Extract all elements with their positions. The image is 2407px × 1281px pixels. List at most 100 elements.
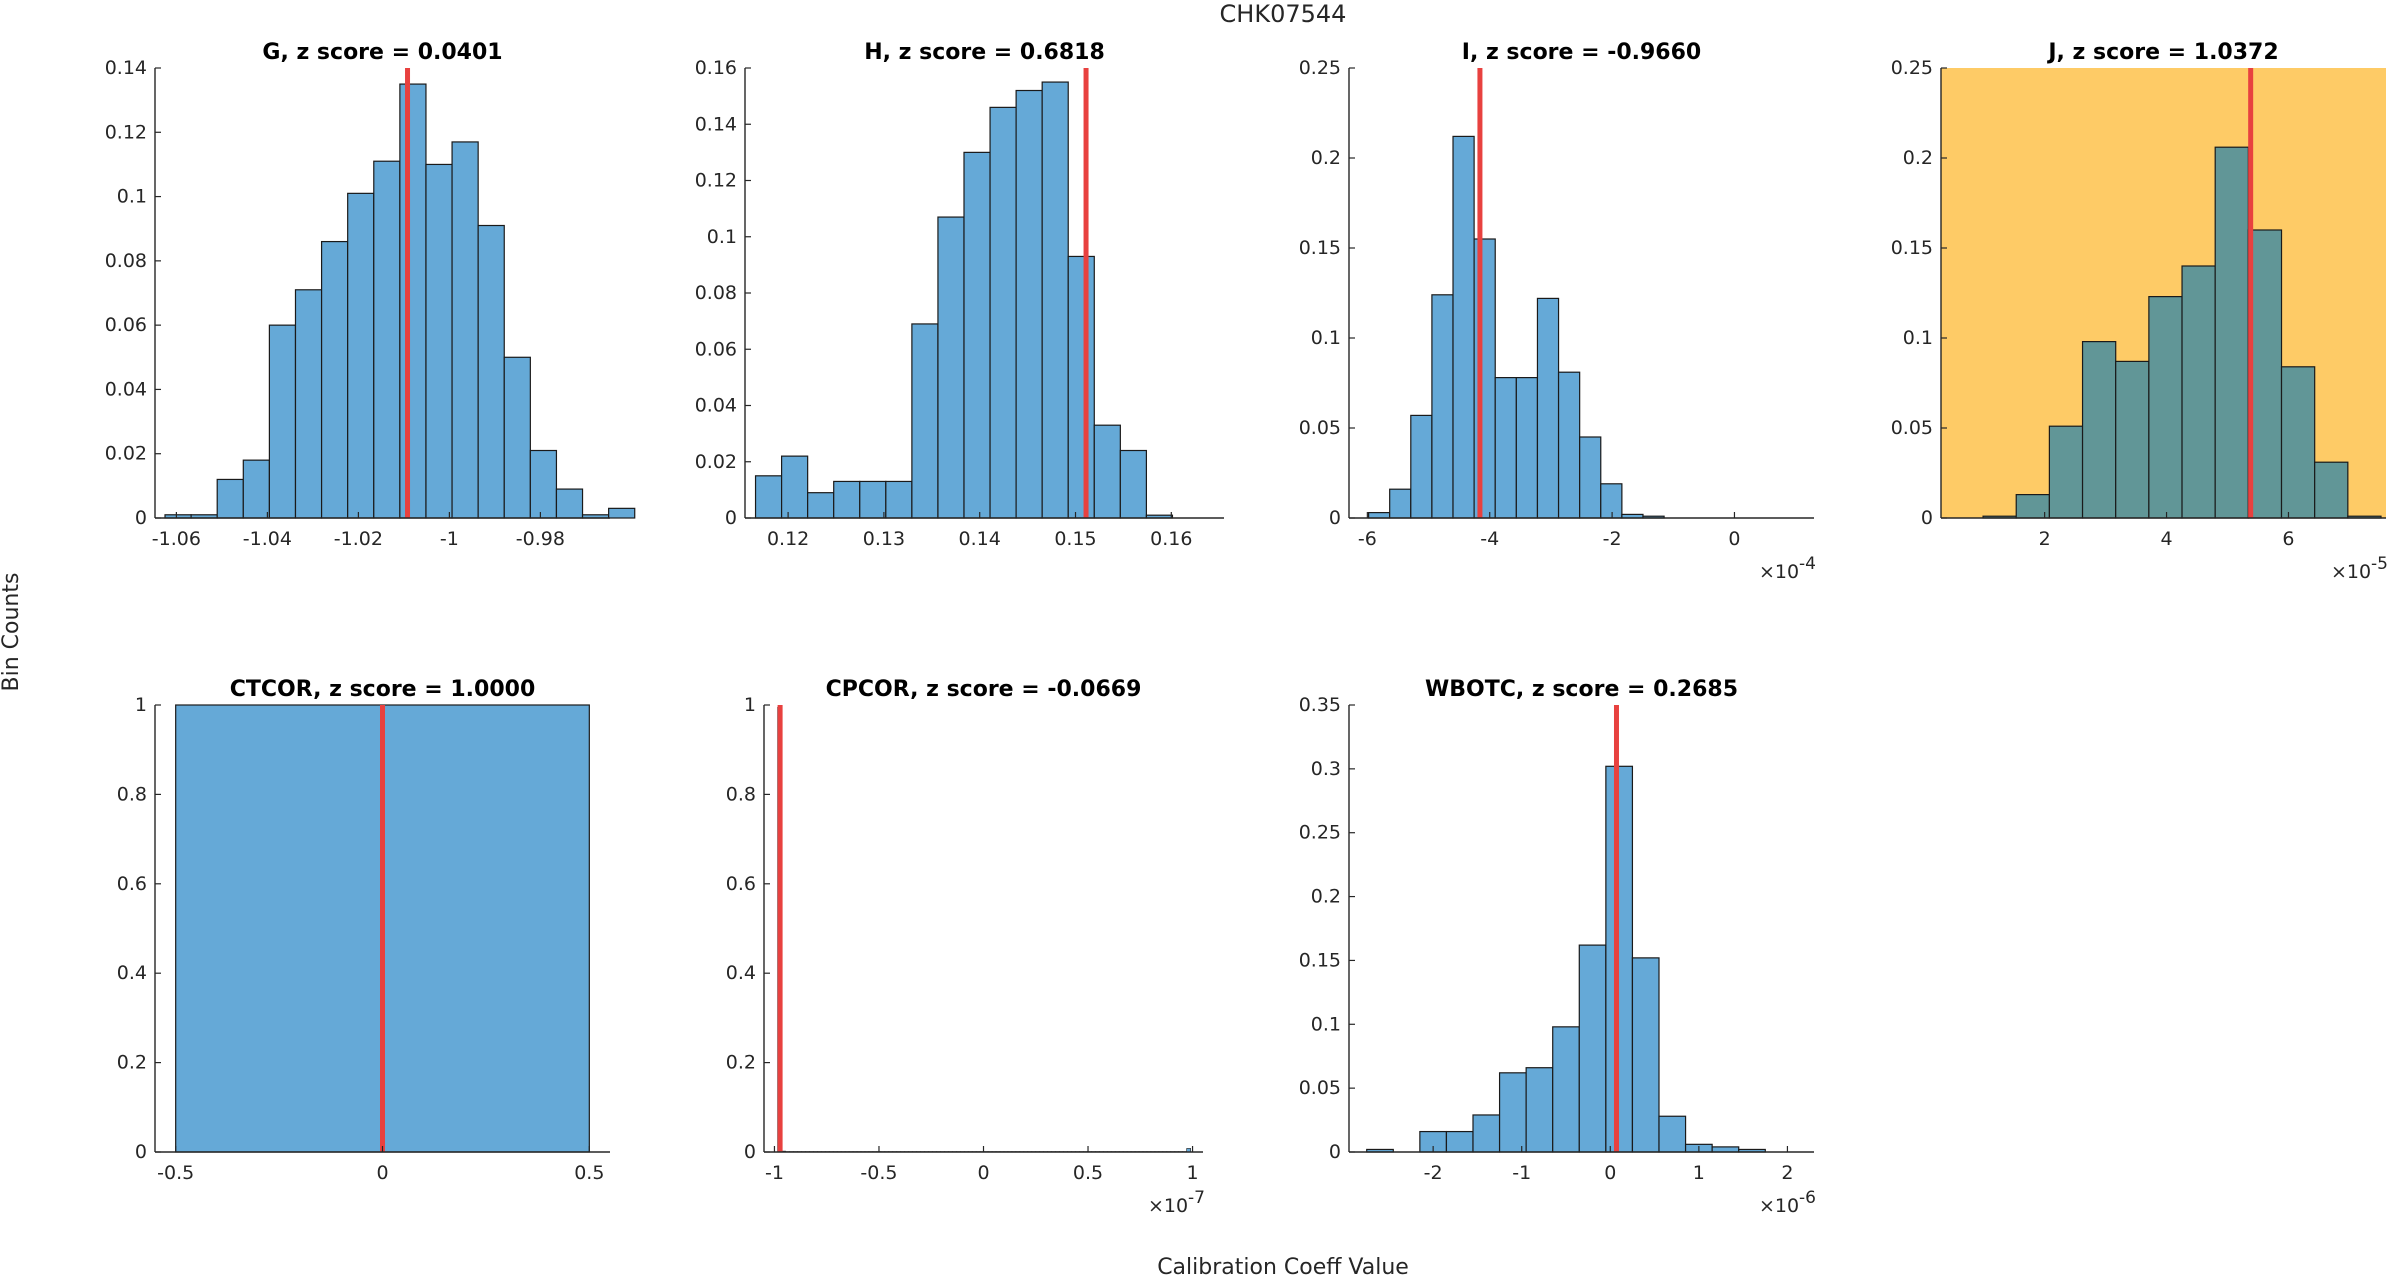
y-tick-label: 0.3 — [1311, 758, 1341, 780]
y-tick-label: 0.2 — [117, 1052, 147, 1074]
y-tick-label: 0.25 — [1891, 57, 1933, 79]
y-tick-label: 0.2 — [726, 1052, 756, 1074]
y-tick-label: 0 — [1921, 507, 1933, 529]
histogram-bar — [885, 480, 913, 519]
y-tick-label: 0.06 — [695, 338, 737, 360]
histogram-bar — [1015, 89, 1043, 519]
x-tick-label: -6 — [1358, 528, 1377, 550]
y-tick-label: 0.8 — [117, 783, 147, 805]
histogram-bar — [268, 324, 297, 519]
histogram-bar — [833, 480, 861, 519]
histogram-bar — [1579, 436, 1602, 519]
histogram-bar — [1557, 371, 1581, 519]
histogram-bar — [937, 216, 965, 519]
histogram-bar — [963, 151, 991, 519]
histogram-bar — [399, 83, 427, 519]
histogram-bar — [1605, 765, 1634, 1153]
x-tick-label: -0.98 — [516, 528, 565, 550]
subplot-grid: 00.020.040.060.080.10.120.14-1.06 -1.04 -1… — [105, 40, 2388, 1217]
y-tick-label: 0.2 — [1311, 147, 1341, 169]
x-tick-label: 2 — [2039, 528, 2051, 550]
subplot-6: 0 0.2 0.4 0.6 0.8 1 -1 -0.5 0 0.5 1 ×10-7 CPCOR, z s… — [726, 677, 1205, 1217]
y-tick-label: 0.15 — [1891, 237, 1933, 259]
y-tick-label: 1 — [135, 694, 147, 716]
histogram-bar — [1494, 377, 1517, 519]
x-tick-label: -4 — [1480, 528, 1499, 550]
histogram-bar — [1093, 424, 1121, 519]
y-tick-label: 0 — [744, 1141, 756, 1163]
x-tick-label: 0 — [376, 1162, 388, 1184]
y-tick-label: 0 — [725, 507, 737, 529]
subplot-1: 0 0.02 0.04 0.06 0.08 0.1 0.12 0.14 -1.06 -1.04 -1… — [105, 40, 636, 550]
subplot-2: 0 0.02 0.04 0.06 0.08 0.1 0.12 0.14 0.16 0.12 0.13… — [695, 40, 1224, 550]
y-tick-label: 0.04 — [105, 378, 147, 400]
y-tick-label: 0.15 — [1299, 237, 1341, 259]
x-tick-label: -1 — [440, 528, 459, 550]
y-tick-label: 0.1 — [707, 226, 737, 248]
histogram-bar — [1578, 944, 1607, 1153]
x-tick-label: -0.5 — [860, 1162, 897, 1184]
y-tick-label: 0 — [135, 1141, 147, 1163]
y-tick-label: 0.05 — [1299, 417, 1341, 439]
histogram-bar — [1472, 1114, 1501, 1153]
y-tick-label: 0.1 — [1311, 1013, 1341, 1035]
histogram-bar — [555, 488, 584, 519]
histogram-bar — [373, 160, 401, 519]
histogram-bar — [1473, 238, 1496, 519]
histogram-bar — [1600, 483, 1623, 519]
histogram-bar — [347, 192, 375, 519]
y-tick-label: 0.02 — [105, 443, 147, 465]
subplot-3: 0 0.05 0.1 0.15 0.2 0.25 -6 -4 -2 0 ×10-4 I, z scor… — [1299, 40, 1816, 583]
x-tick-label: -1.04 — [243, 528, 292, 550]
y-tick-label: 0.04 — [695, 395, 737, 417]
subplot-title: CTCOR, z score = 1.0000 — [230, 677, 536, 702]
histogram-bar — [2314, 461, 2349, 519]
histogram-bar — [1536, 297, 1560, 519]
histogram-bar — [1498, 1072, 1527, 1153]
histogram-bar — [1367, 511, 1391, 519]
histogram-bar — [477, 224, 505, 519]
histogram-bar — [2048, 425, 2084, 519]
histogram-bar — [1041, 81, 1069, 519]
subplot-title: H, z score = 0.6818 — [864, 40, 1105, 65]
x-tick-label: -0.5 — [157, 1162, 194, 1184]
x-tick-label: 1 — [1187, 1162, 1199, 1184]
histogram-bar — [216, 478, 244, 519]
y-tick-label: 0.12 — [695, 170, 737, 192]
histogram-bar — [451, 141, 479, 519]
histogram-bar — [1431, 294, 1454, 519]
histogram-bar — [754, 475, 783, 519]
histogram-bar — [608, 507, 636, 519]
histogram-bar — [1711, 1146, 1740, 1153]
y-tick-label: 0.4 — [726, 962, 756, 984]
subplot-7: 0 0.05 0.1 0.15 0.2 0.25 0.3 0.35 -2 -1 0 1 2 ×10-6 WB… — [1299, 677, 1816, 1217]
y-tick-label: 0.8 — [726, 783, 756, 805]
figure-title: CHK07544 — [1220, 0, 1347, 28]
x-tick-label: 0.12 — [767, 528, 809, 550]
y-tick-label: 0.14 — [105, 57, 147, 79]
histogram-bar — [1119, 449, 1148, 519]
histogram-bar — [780, 455, 809, 519]
histogram-bar — [1452, 135, 1475, 519]
y-tick-label: 0.08 — [695, 282, 737, 304]
figure-ylabel: Bin Counts — [0, 573, 24, 692]
figure-xlabel: Calibration Coeff Value — [1157, 1255, 1409, 1280]
histogram-bar — [1552, 1026, 1580, 1153]
histogram-bar — [1631, 957, 1660, 1153]
y-tick-label: 0.1 — [1311, 327, 1341, 349]
histogram-bar — [1067, 255, 1095, 519]
subplot-title: CPCOR, z score = -0.0669 — [826, 677, 1142, 702]
histogram-bar — [294, 289, 323, 519]
histogram-bar — [503, 356, 531, 519]
y-tick-label: 0.02 — [695, 451, 737, 473]
histogram-bar — [242, 459, 270, 519]
y-tick-label: 0.14 — [695, 113, 737, 135]
histogram-bar — [320, 240, 349, 519]
y-tick-label: 0.05 — [1891, 417, 1933, 439]
y-tick-label: 0.06 — [105, 314, 147, 336]
y-tick-label: 1 — [744, 694, 756, 716]
x-tick-label: 0.13 — [863, 528, 905, 550]
subplot-5: 0 0.2 0.4 0.6 0.8 1 -0.5 0 0.5 CTCOR, z score = 1… — [117, 677, 610, 1184]
x-tick-label: 1 — [1693, 1162, 1705, 1184]
